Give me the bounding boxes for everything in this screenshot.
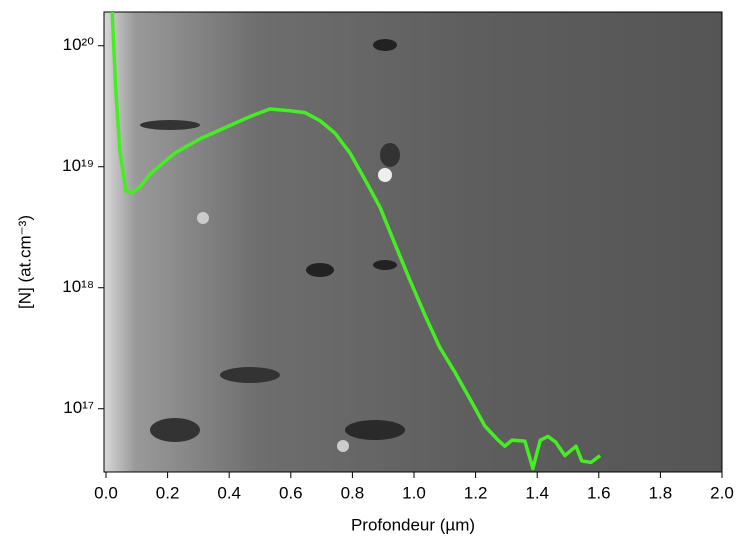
x-tick-label: 1.0 [402, 483, 426, 502]
x-tick-label: 1.2 [464, 483, 488, 502]
x-tick-label: 1.8 [649, 483, 673, 502]
x-tick-label: 0.8 [341, 483, 365, 502]
data-line [110, 12, 602, 471]
series [110, 12, 602, 471]
x-tick-label: 2.0 [710, 483, 734, 502]
x-tick-label: 1.4 [525, 483, 549, 502]
x-tick-label: 0.2 [156, 483, 180, 502]
x-tick-label: 1.6 [587, 483, 611, 502]
micrograph-background [104, 12, 722, 472]
y-tick-label: 10¹⁷ [63, 398, 94, 417]
y-tick-label: 10¹⁸ [62, 277, 94, 296]
y-axis-label: [N] (at.cm⁻³) [15, 215, 34, 309]
x-axis-label: Profondeur (µm) [351, 515, 475, 534]
plot-frame [103, 11, 723, 473]
y-tick-label: 10²⁰ [63, 35, 95, 54]
y-tick-label: 10¹⁹ [62, 156, 94, 175]
x-tick-label: 0.0 [94, 483, 118, 502]
x-tick-label: 0.6 [279, 483, 303, 502]
x-tick-label: 0.4 [217, 483, 241, 502]
